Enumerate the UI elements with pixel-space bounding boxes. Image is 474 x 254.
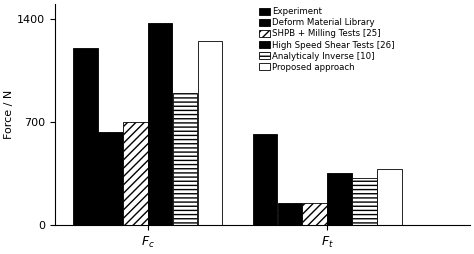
Bar — [123, 122, 147, 225]
Bar — [253, 134, 277, 225]
Legend: Experiment, Deform Material Library, SHPB + Milling Tests [25], High Speed Shear: Experiment, Deform Material Library, SHP… — [258, 6, 395, 73]
Y-axis label: Force / N: Force / N — [4, 90, 14, 139]
Bar — [73, 48, 98, 225]
Bar — [173, 92, 197, 225]
Bar — [352, 178, 377, 225]
Bar — [277, 203, 302, 225]
Bar — [148, 23, 173, 225]
Bar — [198, 41, 222, 225]
Bar — [377, 169, 401, 225]
Bar — [328, 173, 352, 225]
Bar — [302, 203, 327, 225]
Bar — [98, 132, 123, 225]
